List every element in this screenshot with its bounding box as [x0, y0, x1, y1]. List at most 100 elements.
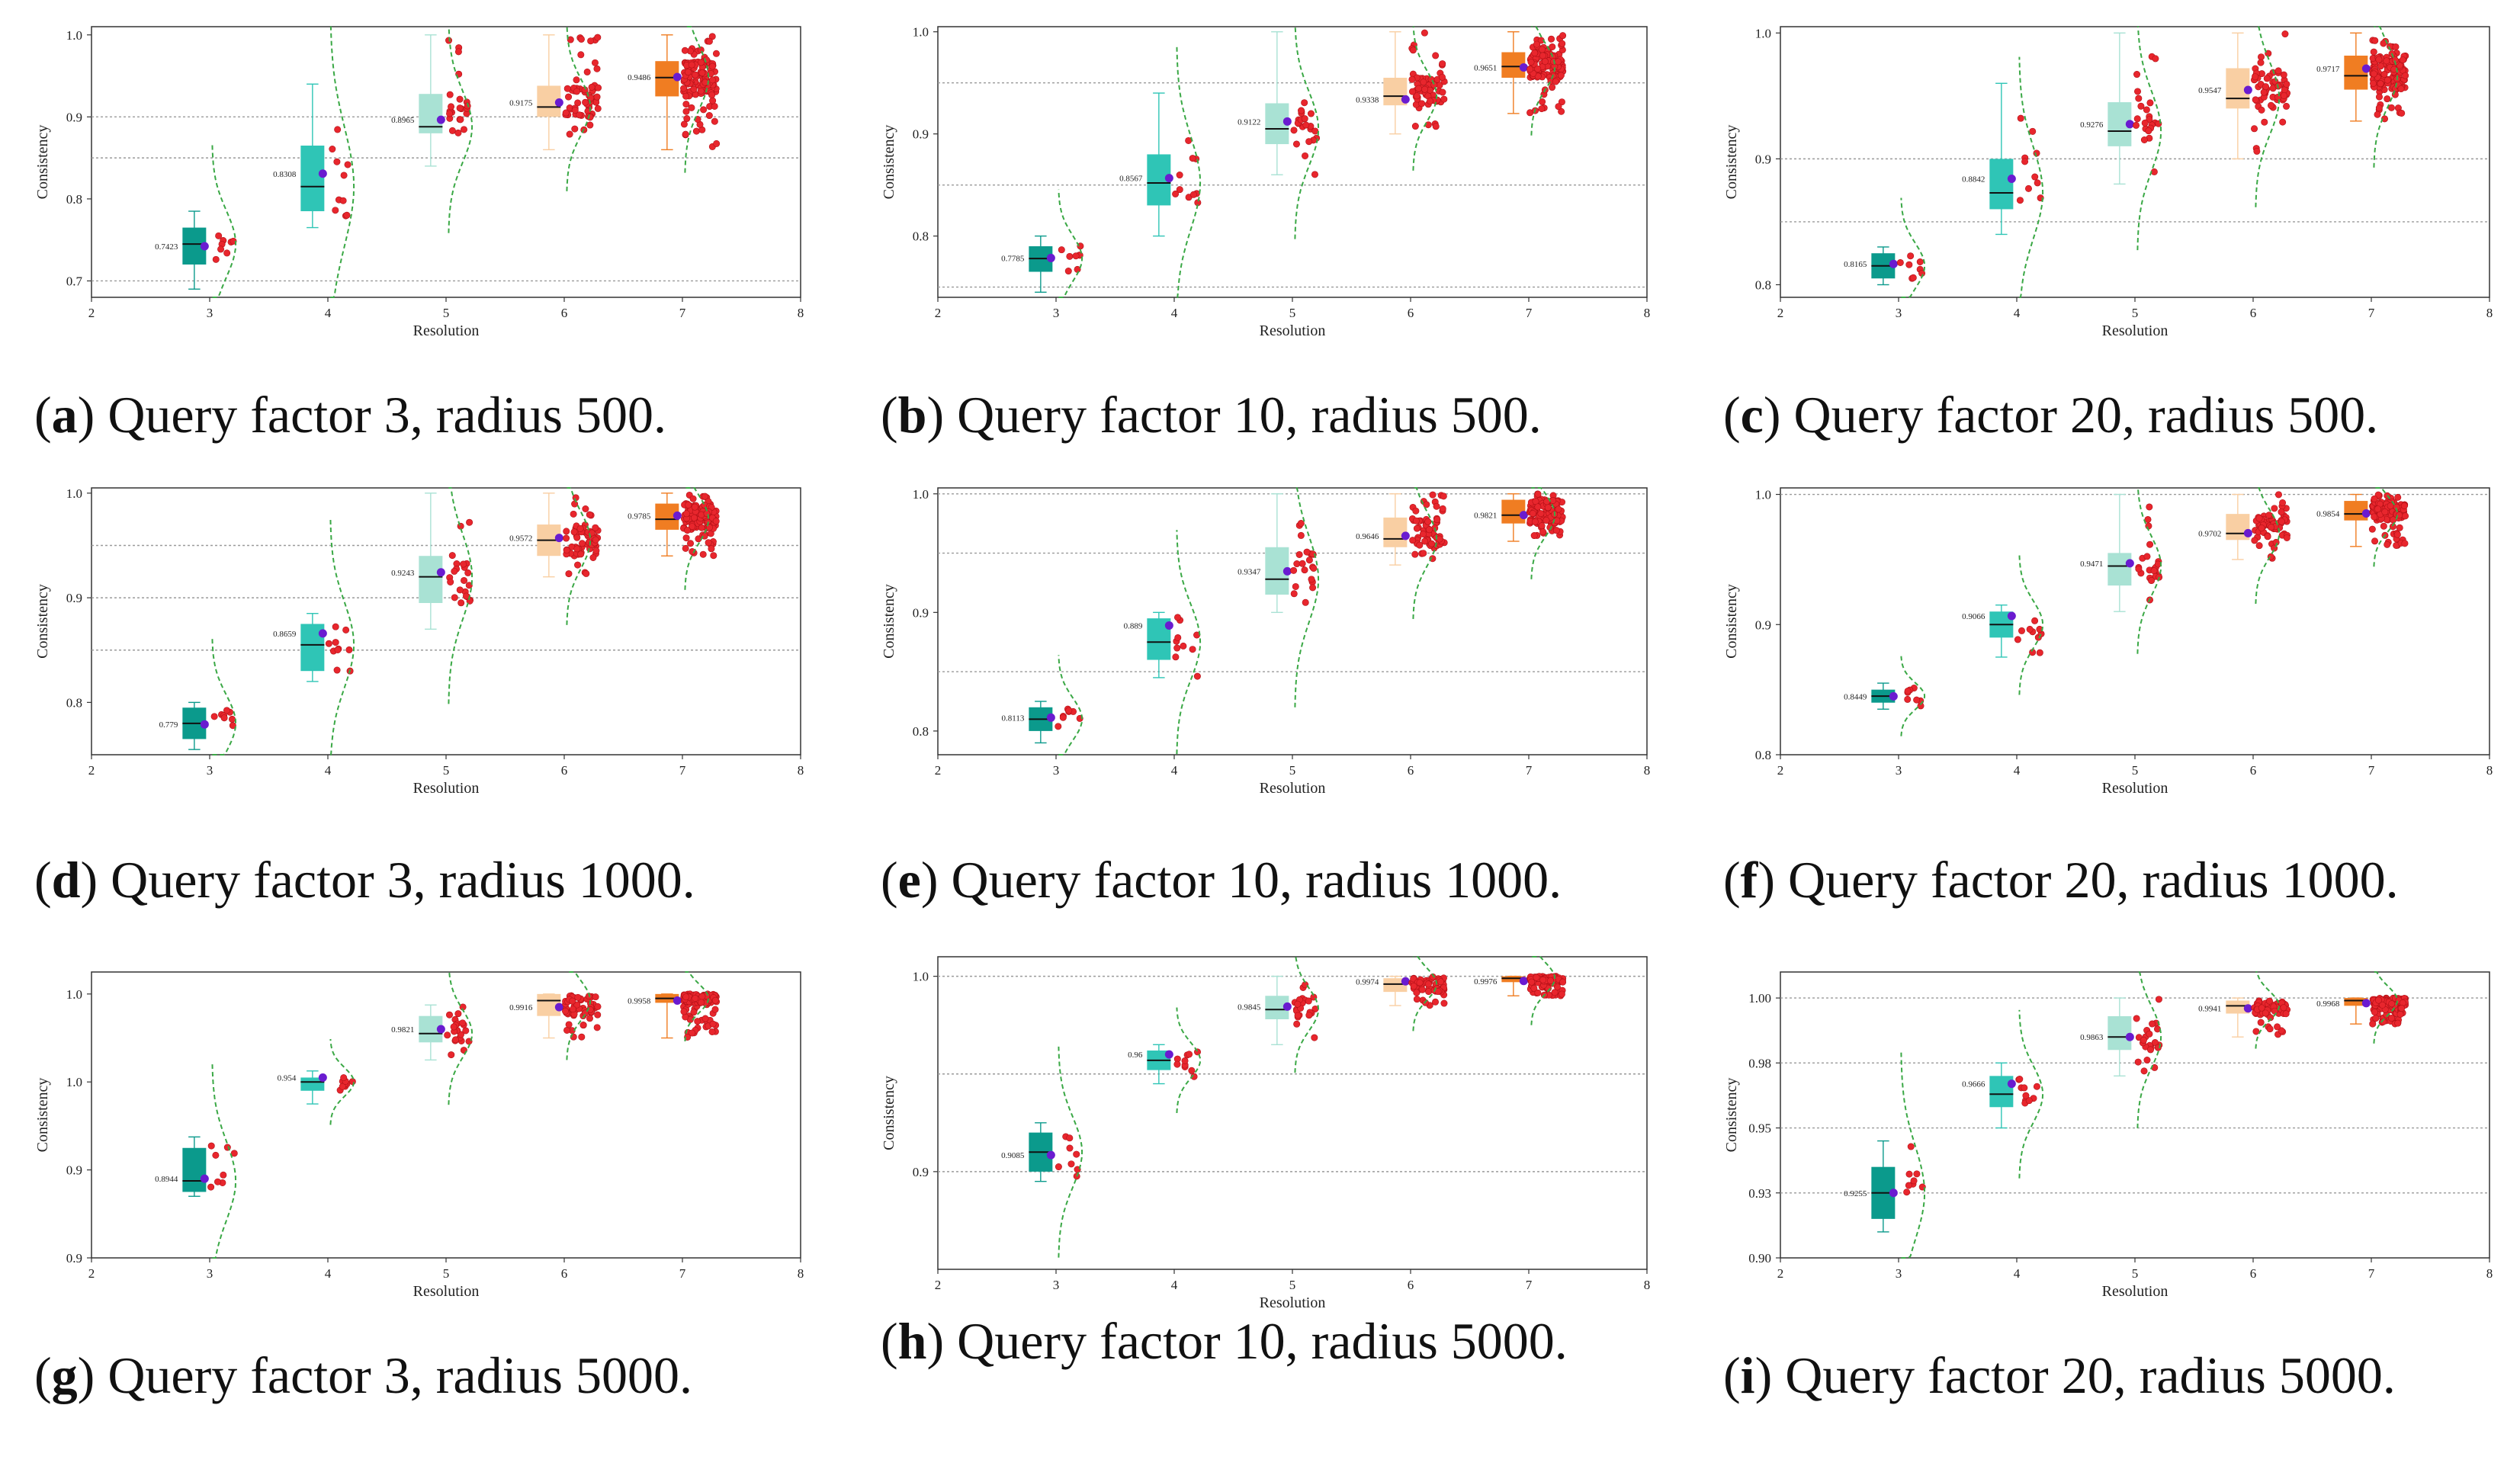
data-point [2146, 541, 2154, 548]
data-point [445, 1011, 453, 1019]
data-point [1174, 634, 1182, 641]
data-point [2251, 537, 2258, 544]
mean-label: 0.8659 [273, 630, 297, 639]
data-point [1907, 1143, 1915, 1150]
resolution-group-4: 0.8659 [273, 518, 355, 755]
data-point [1172, 653, 1180, 661]
data-point [2021, 1084, 2028, 1092]
data-point [2280, 91, 2287, 99]
data-point [1309, 584, 1317, 592]
data-point [2282, 1010, 2290, 1018]
data-point [2396, 524, 2403, 531]
x-tick-label: 6 [561, 306, 568, 320]
mean-dot [1889, 1189, 1898, 1198]
data-point [1424, 980, 1432, 988]
data-point [207, 1142, 215, 1150]
data-point [329, 146, 336, 153]
mean-label: 0.9845 [1238, 1002, 1261, 1012]
caption-paren-open: ( [1723, 386, 1741, 444]
y-axis-label: Consistency [881, 584, 897, 659]
data-point [708, 545, 715, 553]
y-tick-label: 0.93 [1748, 1186, 1771, 1201]
data-point [215, 232, 223, 239]
resolution-group-5: 0.9276 [2080, 26, 2162, 251]
resolution-group-6: 0.9974 [1356, 956, 1448, 1031]
y-axis-label: Consistency [1723, 125, 1740, 200]
data-point [594, 1011, 602, 1019]
data-point [1542, 516, 1550, 524]
mean-label: 0.9821 [391, 1025, 414, 1035]
data-point [1298, 107, 1305, 114]
data-point [2379, 1001, 2387, 1009]
data-point [1533, 974, 1540, 981]
mean-label: 0.8842 [1962, 175, 1985, 184]
x-tick-label: 5 [443, 306, 450, 320]
x-tick-label: 3 [1896, 1266, 1902, 1281]
data-point [578, 1033, 586, 1041]
data-point [217, 245, 225, 253]
data-point [2255, 515, 2263, 522]
resolution-group-3: 0.9085 [1001, 1046, 1083, 1258]
data-point [1424, 518, 1432, 525]
data-point [708, 91, 716, 99]
data-point [1421, 85, 1429, 93]
data-point [451, 567, 458, 575]
data-point [1189, 155, 1196, 162]
data-point [333, 666, 341, 674]
data-point [2278, 508, 2285, 516]
y-tick-label: 0.8 [1755, 277, 1771, 292]
y-tick-label: 0.8 [913, 229, 929, 244]
caption-b: (b) Query factor 10, radius 500. [881, 381, 1542, 448]
data-point [1173, 644, 1181, 652]
density-curve [1058, 1046, 1083, 1258]
x-tick-label: 3 [1053, 306, 1060, 320]
caption-h: (h) Query factor 10, radius 5000. [881, 1307, 1677, 1375]
data-point [594, 1002, 602, 1010]
density-curve [684, 26, 710, 173]
density-curve [1900, 197, 1926, 298]
data-point [1531, 50, 1539, 57]
data-point [1419, 530, 1427, 537]
x-tick-label: 4 [2014, 763, 2021, 778]
resolution-group-7: 0.9854 [2316, 487, 2409, 567]
data-point [1311, 1034, 1318, 1041]
mean-dot [1164, 1050, 1173, 1059]
x-axis-label: Resolution [413, 1283, 480, 1300]
data-point [563, 1026, 571, 1034]
data-point [712, 518, 720, 525]
resolution-group-7: 0.9785 [628, 487, 720, 590]
y-tick-label: 0.9 [913, 127, 929, 142]
x-tick-label: 7 [2368, 763, 2375, 778]
x-tick-label: 7 [2368, 1266, 2375, 1281]
data-point [340, 172, 348, 179]
data-point [571, 106, 579, 114]
density-curve [1530, 956, 1556, 1025]
data-point [2402, 72, 2409, 79]
data-point [2283, 80, 2290, 88]
mean-label: 0.9276 [2080, 120, 2104, 130]
data-point [461, 576, 468, 584]
resolution-group-7: 0.9486 [628, 26, 721, 173]
mean-label: 0.8308 [273, 170, 297, 179]
data-point [454, 1010, 462, 1018]
density-curve [2255, 487, 2281, 605]
mean-dot [1519, 977, 1528, 986]
data-point [2370, 48, 2377, 56]
data-point [2388, 1014, 2396, 1022]
data-point [2257, 1019, 2265, 1026]
data-point [1910, 1177, 1918, 1185]
y-tick-label: 0.90 [1748, 1251, 1771, 1266]
data-point [711, 117, 718, 125]
data-point [2258, 524, 2265, 532]
data-point [2253, 147, 2261, 155]
data-point [1552, 527, 1560, 534]
caption-paren-open: ( [1723, 1346, 1741, 1404]
data-point [1439, 88, 1446, 96]
data-point [454, 129, 462, 136]
mean-dot [554, 98, 563, 107]
box-7 [1501, 976, 1526, 983]
caption-paren-open: ( [881, 851, 898, 909]
data-point [1558, 98, 1565, 106]
data-point [1065, 707, 1073, 714]
data-point [1533, 40, 1541, 48]
